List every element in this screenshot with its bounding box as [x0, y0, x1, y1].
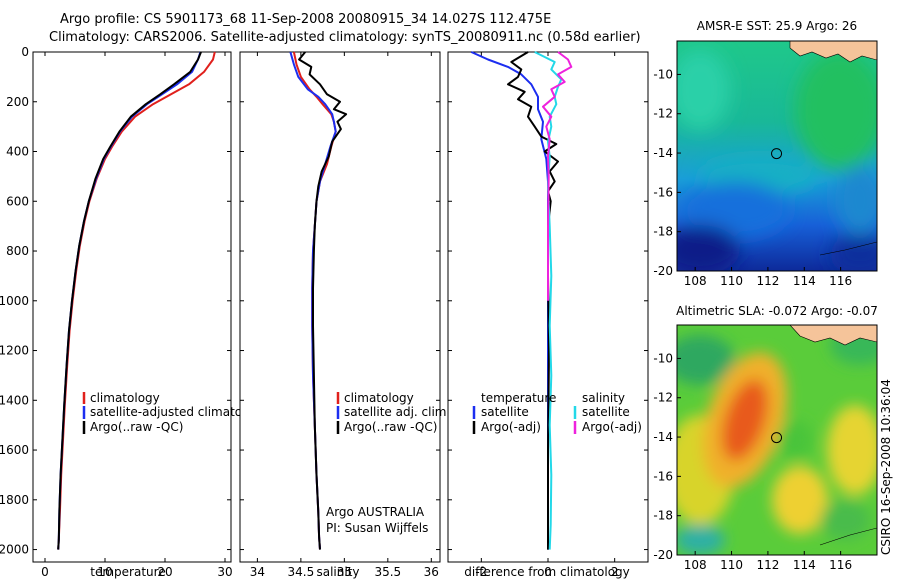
x-tick-label: 0 — [41, 565, 49, 579]
legend-heading-temperature: temperature — [481, 391, 556, 405]
y-tick-label: -12 — [653, 107, 673, 121]
y-tick-label: 600 — [6, 194, 29, 208]
x-tick-label: 36 — [424, 565, 439, 579]
temperature-axes-frame — [32, 51, 232, 563]
legend-label-temp-satellite: satellite — [481, 405, 529, 419]
sst-heatmap — [677, 41, 877, 271]
series-line-argo-raw-qc- — [298, 51, 348, 550]
sst-map-title: AMSR-E SST: 25.9 Argo: 26 — [697, 19, 857, 33]
y-tick-label: -16 — [653, 185, 673, 199]
x-tick-label: 34.5 — [288, 565, 315, 579]
x-tick-label: 112 — [756, 274, 779, 288]
y-tick-label: 200 — [6, 95, 29, 109]
sst-map-panel: AMSR-E SST: 25.9 Argo: 26 108 110 112 114 11… — [653, 19, 878, 288]
x-tick-label: 34 — [250, 565, 265, 579]
y-tick-label: 1800 — [0, 493, 29, 507]
y-tick-label: 1600 — [0, 443, 29, 457]
sla-map-title: Altimetric SLA: -0.072 Argo: -0.07 — [676, 304, 878, 318]
y-tick-label: 800 — [6, 244, 29, 258]
legend-label-satellite-adj: satellite adj. clim. — [344, 405, 450, 419]
salinity-axes-frame — [239, 51, 441, 563]
pi-name-label: PI: Susan Wijffels — [326, 521, 428, 535]
figure-title-line2: Climatology: CARS2006. Satellite-adjuste… — [49, 30, 641, 45]
legend-label-climatology: climatology — [90, 391, 160, 405]
y-tick-label: 1000 — [0, 294, 29, 308]
x-tick-label: 35.5 — [374, 565, 401, 579]
difference-panel: -2 0 2 difference from climatology tempera… — [447, 51, 649, 579]
sla-heatmap — [677, 325, 877, 555]
series-line-argo-raw-qc- — [57, 51, 202, 550]
x-tick-label: 35 — [337, 565, 352, 579]
legend-label-climatology: climatology — [344, 391, 414, 405]
credit-label: CSIRO 16-Sep-2008 10:36:04 — [879, 379, 893, 555]
x-tick-label: 30 — [217, 565, 232, 579]
y-tick-label: 400 — [6, 145, 29, 159]
figure-title-line1: Argo profile: CS 5901173_68 11-Sep-2008 … — [60, 12, 552, 27]
x-tick-label: -2 — [475, 565, 487, 579]
sst-map-frame — [676, 40, 878, 272]
temperature-xlabel: temperature — [90, 565, 165, 579]
x-tick-label: 2 — [611, 565, 619, 579]
y-tick-label: 2000 — [0, 543, 29, 557]
salinity-panel: 34 34.5 35 35.5 36 salinity climatology sate… — [239, 51, 450, 579]
y-tick-label: 1400 — [0, 393, 29, 407]
y-tick-label: -16 — [653, 469, 673, 483]
x-tick-label: 20 — [157, 565, 172, 579]
argo-program-label: Argo AUSTRALIA — [326, 505, 425, 519]
y-tick-label: -20 — [653, 548, 673, 562]
legend-label-satellite-adjusted: satellite-adjusted climatology — [90, 405, 268, 419]
x-tick-label: 116 — [829, 274, 852, 288]
difference-legend: temperature satellite Argo(-adj) salinit… — [472, 391, 642, 434]
x-tick-label: 110 — [720, 274, 743, 288]
y-tick-label: -10 — [653, 67, 673, 81]
legend-label-sal-satellite: satellite — [582, 405, 630, 419]
temperature-panel: 0 200 400 600 800 1000 1200 1400 1600 1800 2000 0 10… — [0, 45, 268, 579]
salinity-xlabel: salinity — [316, 565, 359, 579]
salinity-legend: climatology satellite adj. clim. Argo(..… — [336, 391, 450, 434]
sla-map-panel: Altimetric SLA: -0.072 Argo: -0.07 108 11… — [653, 304, 878, 572]
legend-heading-salinity: salinity — [582, 391, 625, 405]
legend-label-argo-raw: Argo(..raw -QC) — [344, 420, 437, 434]
y-tick-label: -12 — [653, 391, 673, 405]
x-tick-label: 114 — [793, 558, 816, 572]
x-tick-label: 116 — [829, 558, 852, 572]
coastline-land — [789, 41, 877, 63]
series-line-salinity-argo-adj- — [542, 51, 573, 301]
legend-label-argo-raw: Argo(..raw -QC) — [90, 420, 183, 434]
x-tick-label: 110 — [720, 558, 743, 572]
y-tick-label: 1200 — [0, 344, 29, 358]
sla-map-frame — [676, 324, 878, 556]
x-tick-label: 108 — [684, 274, 707, 288]
y-tick-label: -18 — [653, 509, 673, 523]
y-tick-label: -14 — [653, 430, 673, 444]
legend-label-temp-argo: Argo(-adj) — [481, 420, 541, 434]
difference-xlabel: difference from climatology — [464, 565, 630, 579]
y-tick-label: -20 — [653, 264, 673, 278]
y-tick-label: -14 — [653, 146, 673, 160]
argo-location-marker — [771, 432, 783, 444]
y-tick-label: -10 — [653, 351, 673, 365]
x-tick-label: 112 — [756, 558, 779, 572]
legend-label-sal-argo: Argo(-adj) — [582, 420, 642, 434]
argo-location-marker — [771, 148, 783, 160]
x-tick-label: 10 — [97, 565, 112, 579]
y-tick-label: -18 — [653, 225, 673, 239]
x-tick-label: 0 — [544, 565, 552, 579]
y-tick-label: 0 — [21, 45, 29, 59]
x-tick-label: 114 — [793, 274, 816, 288]
temperature-legend: climatology satellite-adjusted climatolo… — [82, 391, 268, 434]
x-tick-label: 108 — [684, 558, 707, 572]
